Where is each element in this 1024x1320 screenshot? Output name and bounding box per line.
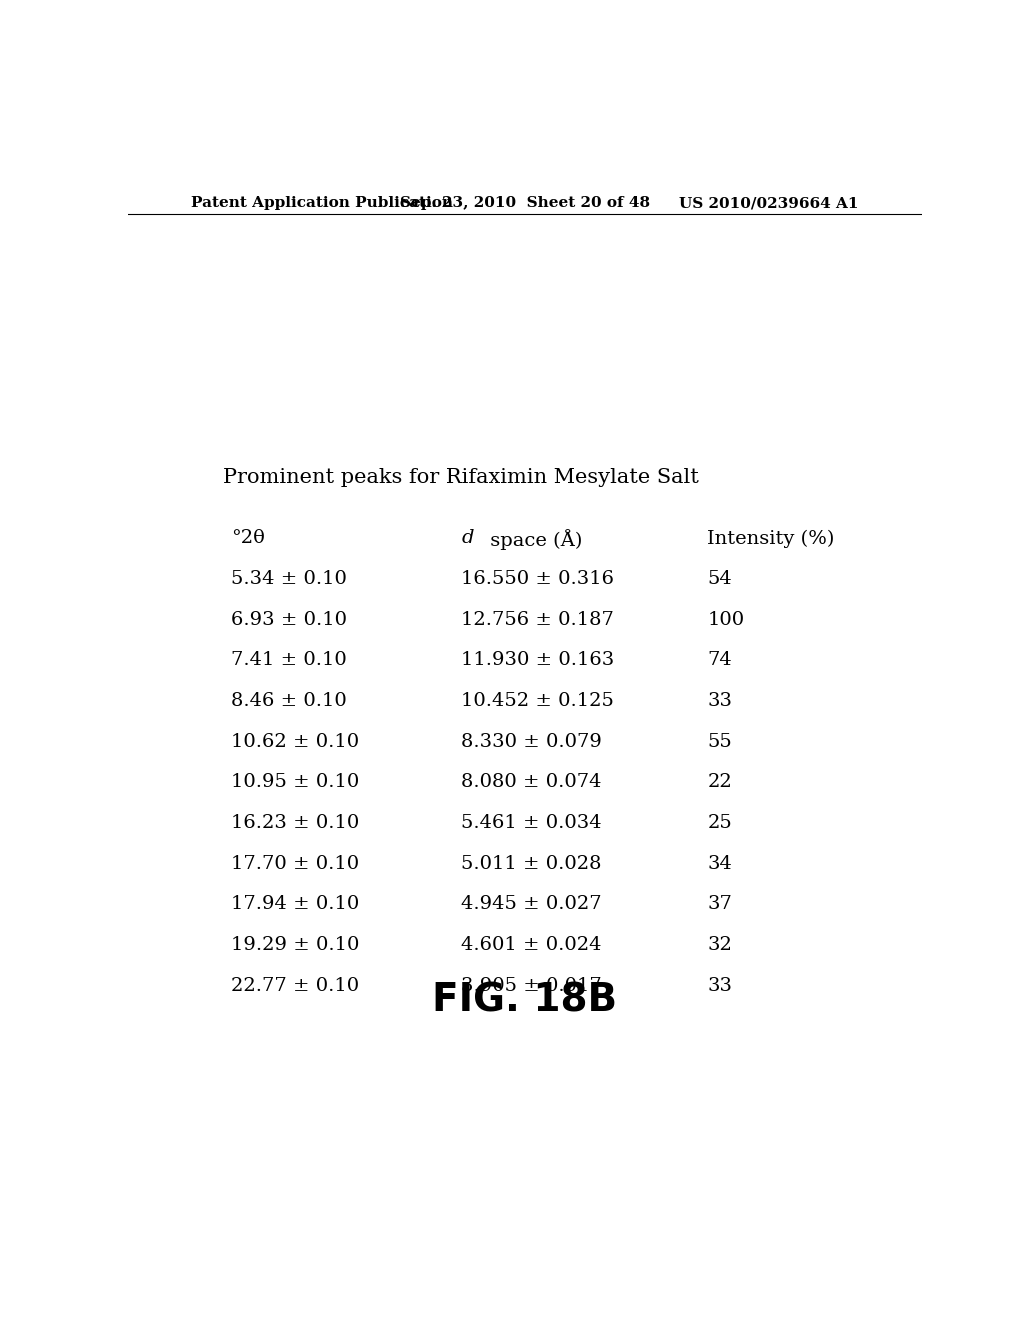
Text: 8.330 ± 0.079: 8.330 ± 0.079 <box>461 733 602 751</box>
Text: 16.550 ± 0.316: 16.550 ± 0.316 <box>461 570 614 587</box>
Text: 54: 54 <box>708 570 732 587</box>
Text: d: d <box>461 529 474 548</box>
Text: °2θ: °2θ <box>231 529 265 548</box>
Text: 74: 74 <box>708 651 732 669</box>
Text: 10.62 ± 0.10: 10.62 ± 0.10 <box>231 733 359 751</box>
Text: 5.011 ± 0.028: 5.011 ± 0.028 <box>461 854 602 873</box>
Text: 22.77 ± 0.10: 22.77 ± 0.10 <box>231 977 359 994</box>
Text: FIG. 18B: FIG. 18B <box>432 982 617 1019</box>
Text: 33: 33 <box>708 692 732 710</box>
Text: 4.945 ± 0.027: 4.945 ± 0.027 <box>461 895 602 913</box>
Text: 10.452 ± 0.125: 10.452 ± 0.125 <box>461 692 614 710</box>
Text: 12.756 ± 0.187: 12.756 ± 0.187 <box>461 611 614 628</box>
Text: Intensity (%): Intensity (%) <box>708 529 835 548</box>
Text: space (Å): space (Å) <box>483 529 582 550</box>
Text: 5.34 ± 0.10: 5.34 ± 0.10 <box>231 570 347 587</box>
Text: 8.080 ± 0.074: 8.080 ± 0.074 <box>461 774 602 791</box>
Text: 3.905 ± 0.017: 3.905 ± 0.017 <box>461 977 602 994</box>
Text: 34: 34 <box>708 854 732 873</box>
Text: 33: 33 <box>708 977 732 994</box>
Text: Patent Application Publication: Patent Application Publication <box>191 195 454 210</box>
Text: 55: 55 <box>708 733 732 751</box>
Text: 37: 37 <box>708 895 732 913</box>
Text: 10.95 ± 0.10: 10.95 ± 0.10 <box>231 774 359 791</box>
Text: 8.46 ± 0.10: 8.46 ± 0.10 <box>231 692 347 710</box>
Text: US 2010/0239664 A1: US 2010/0239664 A1 <box>679 195 858 210</box>
Text: 100: 100 <box>708 611 744 628</box>
Text: 4.601 ± 0.024: 4.601 ± 0.024 <box>461 936 602 954</box>
Text: 17.94 ± 0.10: 17.94 ± 0.10 <box>231 895 359 913</box>
Text: 32: 32 <box>708 936 732 954</box>
Text: 25: 25 <box>708 814 732 832</box>
Text: 16.23 ± 0.10: 16.23 ± 0.10 <box>231 814 359 832</box>
Text: 17.70 ± 0.10: 17.70 ± 0.10 <box>231 854 359 873</box>
Text: Prominent peaks for Rifaximin Mesylate Salt: Prominent peaks for Rifaximin Mesylate S… <box>223 469 699 487</box>
Text: 22: 22 <box>708 774 732 791</box>
Text: 6.93 ± 0.10: 6.93 ± 0.10 <box>231 611 347 628</box>
Text: 5.461 ± 0.034: 5.461 ± 0.034 <box>461 814 602 832</box>
Text: 19.29 ± 0.10: 19.29 ± 0.10 <box>231 936 359 954</box>
Text: 7.41 ± 0.10: 7.41 ± 0.10 <box>231 651 347 669</box>
Text: Sep. 23, 2010  Sheet 20 of 48: Sep. 23, 2010 Sheet 20 of 48 <box>399 195 650 210</box>
Text: 11.930 ± 0.163: 11.930 ± 0.163 <box>461 651 614 669</box>
